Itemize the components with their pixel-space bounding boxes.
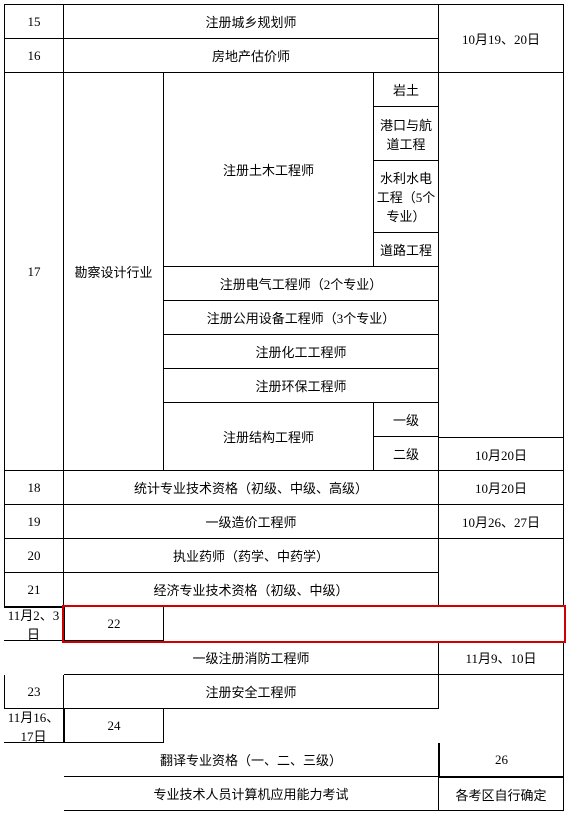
row-number: 19	[4, 505, 64, 539]
struct-level2-date: 10月20日	[439, 437, 564, 471]
exam-name: 统计专业技术资格（初级、中级、高级）	[64, 471, 439, 505]
struct-engineer: 注册结构工程师	[164, 403, 374, 471]
date-span	[439, 675, 564, 743]
industry-label: 勘察设计行业	[64, 73, 164, 471]
row-number: 16	[4, 39, 64, 73]
row-number: 18	[4, 471, 64, 505]
civil-engineer: 注册土木工程师	[164, 73, 374, 267]
util-engineer: 注册公用设备工程师（3个专业）	[164, 301, 439, 335]
spec: 岩土	[374, 73, 439, 107]
row-number: 21	[4, 573, 64, 607]
spec: 港口与航道工程	[374, 107, 439, 161]
exam-name: 房地产估价师	[64, 39, 439, 73]
spec: 水利水电工程（5个专业）	[374, 161, 439, 233]
exam-name: 经济专业技术资格（初级、中级）	[64, 573, 439, 607]
exam-name: 一级造价工程师	[64, 505, 439, 539]
row-number: 20	[4, 539, 64, 573]
exam-name-highlighted: 一级注册消防工程师	[64, 641, 439, 675]
chem-engineer: 注册化工工程师	[164, 335, 439, 369]
exam-name: 执业药师（药学、中药学）	[64, 539, 439, 573]
struct-level2: 二级	[374, 437, 439, 471]
row-number: 26	[439, 743, 564, 777]
row-number: 24	[64, 709, 164, 743]
exam-date: 10月19、20日	[439, 5, 564, 73]
env-engineer: 注册环保工程师	[164, 369, 439, 403]
exam-date: 10月20日	[439, 471, 564, 505]
exam-date: 11月16、17日	[4, 709, 64, 743]
spec: 道路工程	[374, 233, 439, 267]
exam-name: 专业技术人员计算机应用能力考试	[64, 777, 439, 811]
row-number-highlighted: 22	[64, 607, 164, 641]
row-number: 17	[4, 73, 64, 471]
row-number: 23	[4, 675, 64, 709]
exam-date: 11月2、3日	[4, 607, 64, 641]
exam-date-highlighted: 11月9、10日	[439, 641, 564, 675]
date-span	[439, 73, 564, 437]
struct-level1: 一级	[374, 403, 439, 437]
exam-name: 翻译专业资格（一、二、三级）	[64, 743, 439, 777]
date-span	[439, 539, 564, 607]
exam-date: 各考区自行确定	[439, 777, 564, 811]
exam-name: 注册城乡规划师	[64, 5, 439, 39]
exam-name: 注册安全工程师	[64, 675, 439, 709]
elec-engineer: 注册电气工程师（2个专业）	[164, 267, 439, 301]
exam-date: 10月26、27日	[439, 505, 564, 539]
row-number: 15	[4, 5, 64, 39]
